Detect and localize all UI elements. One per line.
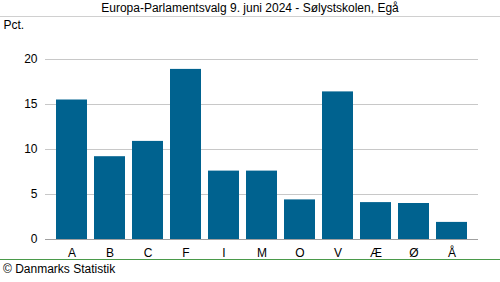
svg-text:C: C [144,246,153,259]
svg-text:V: V [334,246,342,259]
svg-text:0: 0 [31,232,38,246]
svg-text:F: F [182,246,189,259]
svg-text:Ø: Ø [409,246,418,259]
svg-text:B: B [106,246,114,259]
svg-text:20: 20 [24,52,38,66]
svg-text:Pct.: Pct. [4,18,25,32]
svg-text:10: 10 [24,142,38,156]
html-text:Europa-Parlamentsvalg 9. juni: Europa-Parlamentsvalg 9. juni 2024 - Søl… [101,1,399,15]
svg-text:Å: Å [448,245,456,259]
svg-text:I: I [222,246,225,259]
svg-text:15: 15 [24,97,38,111]
svg-text:M: M [257,246,267,259]
svg-text:Æ: Æ [370,246,382,259]
svg-text:5: 5 [31,187,38,201]
svg-text:O: O [295,246,304,259]
html-text:© Danmarks Statistik: © Danmarks Statistik [3,262,116,276]
svg-text:A: A [68,246,76,259]
